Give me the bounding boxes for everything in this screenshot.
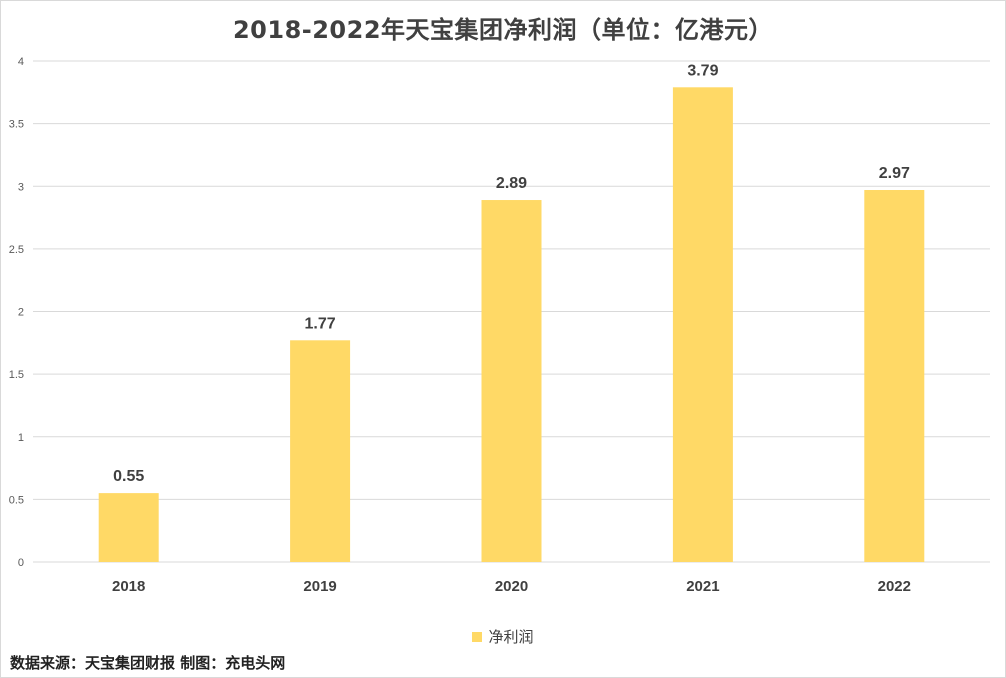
bar-2018 [98, 493, 159, 562]
data-label: 0.55 [113, 468, 144, 485]
x-tick-label: 2022 [878, 578, 911, 595]
data-label: 2.97 [879, 165, 910, 182]
y-axis-ticks: 0 0.5 1 1.5 2 2.5 3 3.5 4 [9, 56, 24, 569]
y-tick-label: 0.5 [9, 494, 24, 506]
x-tick-label: 2021 [686, 578, 719, 595]
data-labels: 0.55 1.77 2.89 3.79 2.97 [113, 62, 910, 485]
bars [98, 87, 925, 563]
legend-swatch [472, 631, 483, 642]
bar-2020 [481, 200, 542, 562]
chart-title: 2018-2022年天宝集团净利润（单位：亿港元） [232, 16, 774, 44]
x-tick-label: 2019 [303, 578, 336, 595]
x-axis-ticks: 2018 2019 2020 2021 2022 [112, 578, 911, 595]
data-label: 1.77 [305, 315, 336, 332]
x-tick-label: 2018 [112, 578, 145, 595]
bar-2022 [864, 190, 925, 562]
legend-label: 净利润 [488, 628, 534, 646]
data-label: 2.89 [496, 175, 527, 192]
y-tick-label: 3 [18, 181, 24, 193]
x-tick-label: 2020 [495, 578, 528, 595]
legend: 净利润 [0, 626, 1006, 647]
bar-2019 [290, 340, 351, 562]
data-label: 3.79 [687, 62, 718, 79]
y-tick-label: 2 [18, 307, 24, 319]
y-tick-label: 1 [18, 432, 24, 444]
y-tick-label: 4 [18, 56, 24, 68]
y-tick-label: 0 [18, 557, 24, 569]
y-tick-label: 1.5 [9, 369, 24, 381]
y-tick-label: 3.5 [9, 119, 24, 131]
y-tick-label: 2.5 [9, 244, 24, 256]
bar-2021 [672, 87, 733, 563]
source-note: 数据来源：天宝集团财报 制图：充电头网 [10, 654, 286, 672]
